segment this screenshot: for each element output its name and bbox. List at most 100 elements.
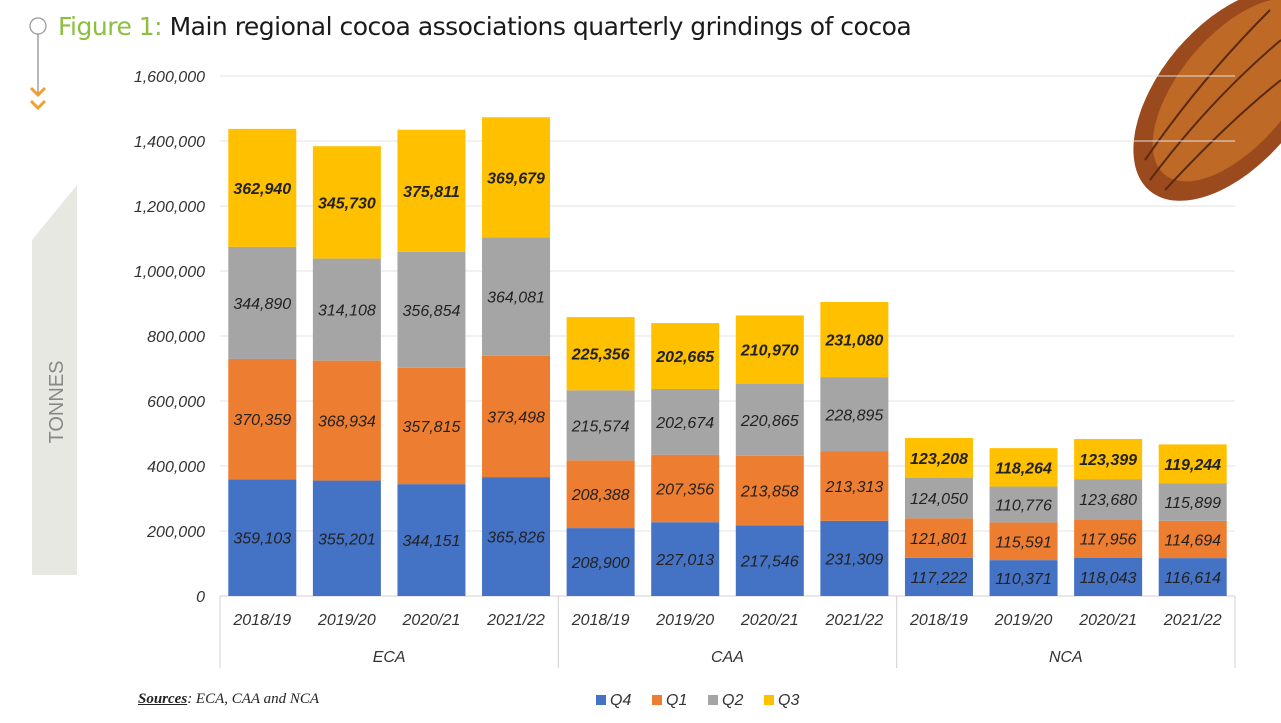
- chevron-down-icon: [29, 86, 47, 98]
- data-label: 207,356: [655, 482, 714, 499]
- data-label: 115,591: [995, 534, 1052, 551]
- group-label: NCA: [1049, 649, 1083, 666]
- bar-segment-q3: [228, 128, 297, 247]
- chart-title: Figure 1: Main regional cocoa associatio…: [58, 12, 912, 41]
- bar-segment-q1: [397, 367, 466, 485]
- legend-label: Q1: [666, 692, 687, 709]
- sources-label: Sources: [138, 691, 188, 707]
- data-label: 119,244: [1164, 457, 1221, 474]
- data-label: 357,815: [403, 419, 461, 436]
- data-label: 121,801: [910, 531, 968, 548]
- data-label: 356,854: [403, 303, 461, 320]
- bar-segment-q4: [397, 484, 466, 596]
- bar-segment-q2: [482, 237, 551, 356]
- bar-segment-q3: [397, 129, 466, 252]
- y-tick-label: 400,000: [147, 459, 205, 476]
- data-label: 118,264: [995, 460, 1052, 477]
- y-axis: 0 200,000 400,000 600,000 800,000 1,000,000 1,…: [134, 69, 205, 606]
- y-tick-label: 1,200,000: [134, 199, 205, 216]
- bar-segment-q3: [1158, 444, 1227, 484]
- bar-segment-q1: [312, 360, 381, 481]
- bar-segment-q3: [651, 323, 720, 389]
- bars: 359,103 370,359 344,890 362,940 355,201 368,9…: [228, 117, 1227, 596]
- group-label: CAA: [711, 649, 744, 666]
- bar-segment-q1: [566, 460, 635, 529]
- y-tick-label: 200,000: [146, 524, 205, 541]
- bar-segment-q4: [820, 520, 889, 596]
- legend-swatch: [652, 695, 662, 705]
- bar-segment-q2: [1158, 483, 1227, 521]
- data-label: 355,201: [318, 531, 376, 548]
- bar-segment-q1: [651, 454, 720, 523]
- data-label: 359,103: [233, 531, 291, 548]
- bar-segment-q2: [312, 258, 381, 361]
- bar-segment-q2: [904, 478, 973, 519]
- x-axis: 2018/19 2019/20 2020/21 2021/22 2018/19 2019/…: [219, 596, 1236, 668]
- bar-segment-q2: [735, 384, 804, 456]
- bar-segment-q1: [820, 451, 889, 521]
- data-label: 345,730: [318, 195, 376, 212]
- bar-segment-q3: [312, 146, 381, 259]
- data-label: 114,694: [1164, 532, 1221, 549]
- data-label: 117,956: [1080, 531, 1137, 548]
- data-label: 124,050: [910, 491, 968, 508]
- x-tick-label: 2019/20: [655, 612, 714, 629]
- y-tick-label: 0: [196, 589, 205, 606]
- data-label: 344,151: [403, 533, 461, 550]
- legend-label: Q2: [722, 692, 743, 709]
- data-label: 210,970: [740, 343, 799, 360]
- data-label: 375,811: [403, 184, 460, 201]
- data-label: 227,013: [655, 552, 714, 569]
- bar-segment-q1: [735, 455, 804, 526]
- cocoa-pod-illustration: [1133, 0, 1281, 201]
- x-tick-label: 2018/19: [571, 612, 630, 629]
- bar-segment-q1: [989, 522, 1058, 561]
- y-tick-label: 1,400,000: [134, 134, 205, 151]
- data-label: 202,665: [655, 349, 715, 366]
- legend-label: Q4: [610, 692, 631, 709]
- data-label: 208,900: [571, 555, 630, 572]
- data-label: 365,826: [487, 530, 545, 547]
- bar-segment-q3: [989, 448, 1058, 487]
- bar-segment-q3: [1074, 438, 1143, 480]
- data-label: 202,674: [655, 415, 714, 432]
- sources-text: : ECA, CAA and NCA: [187, 691, 319, 707]
- bar-segment-q4: [312, 480, 381, 596]
- bar-segment-q4: [904, 557, 973, 596]
- title-text: Main regional cocoa associations quarter…: [169, 12, 912, 41]
- data-label: 117,222: [911, 570, 968, 587]
- y-tick-label: 1,600,000: [134, 69, 205, 86]
- gridlines: [220, 75, 1235, 597]
- timeline-circle-icon: [29, 17, 47, 35]
- x-tick-label: 2021/22: [824, 612, 883, 629]
- side-panel: [32, 185, 77, 575]
- bar-segment-q2: [989, 486, 1058, 523]
- data-label: 368,934: [318, 414, 376, 431]
- data-label: 364,081: [487, 290, 545, 307]
- bar-segment-q2: [651, 388, 720, 455]
- bar-segment-q4: [228, 479, 297, 596]
- bar-segment-q3: [566, 317, 635, 391]
- data-label: 116,614: [1164, 570, 1221, 587]
- data-label: 362,940: [233, 181, 291, 198]
- sources-note: Sources: ECA, CAA and NCA: [138, 691, 319, 708]
- data-label: 118,043: [1080, 570, 1137, 587]
- x-tick-label: 2021/22: [486, 612, 545, 629]
- bar-segment-q2: [228, 246, 297, 359]
- bar-segment-q1: [1074, 519, 1143, 558]
- data-label: 231,309: [824, 551, 883, 568]
- bar-segment-q1: [228, 358, 297, 480]
- data-label: 213,858: [740, 484, 799, 501]
- bar-segment-q2: [566, 390, 635, 461]
- y-tick-label: 1,000,000: [134, 264, 205, 281]
- bar-segment-q3: [904, 437, 973, 479]
- data-label: 110,371: [995, 571, 1052, 588]
- data-label: 225,356: [571, 347, 630, 364]
- bar-segment-q4: [735, 525, 804, 596]
- data-label: 314,108: [318, 303, 376, 320]
- group-label: ECA: [373, 649, 406, 666]
- x-tick-label: 2018/19: [232, 612, 291, 629]
- data-label: 123,208: [910, 451, 968, 468]
- data-label: 123,399: [1079, 452, 1137, 469]
